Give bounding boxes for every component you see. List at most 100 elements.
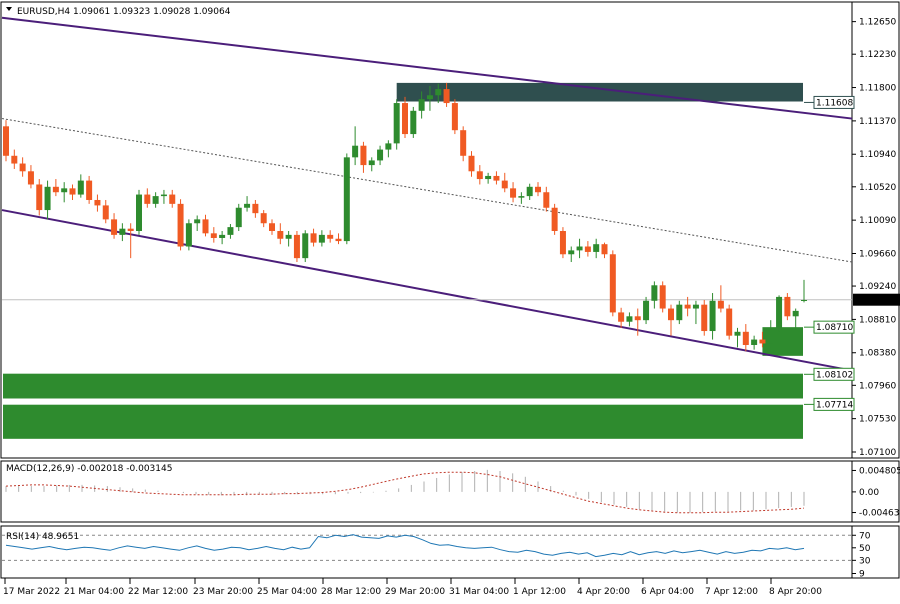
- time-tick-label: 6 Apr 04:00: [641, 587, 694, 597]
- time-tick-label: 31 Mar 04:00: [449, 587, 509, 597]
- candle-bear: [742, 331, 749, 345]
- candle-bear: [684, 304, 691, 309]
- candle-bull: [152, 196, 159, 204]
- candle-bear: [127, 228, 134, 231]
- candle-bull: [77, 180, 84, 195]
- price-tick-label: 1.10520: [859, 183, 896, 193]
- panel-frame: [0, 525, 900, 579]
- candle-bull: [235, 207, 242, 228]
- candle-bear: [69, 188, 76, 195]
- candle-bear: [784, 296, 791, 317]
- channel-midline: [1, 118, 853, 263]
- price-tick-label: 1.10090: [859, 216, 896, 226]
- candle-bull: [526, 186, 533, 197]
- time-tick-label: 4 Apr 20:00: [577, 587, 630, 597]
- candle-bull: [576, 246, 583, 251]
- rsi-tick-label: 9: [859, 569, 865, 579]
- candle-bull: [219, 234, 226, 238]
- candle-bear: [269, 223, 275, 231]
- candle-bear: [260, 213, 267, 224]
- candle-bear: [659, 285, 666, 309]
- time-tick-label: 7 Apr 12:00: [705, 587, 758, 597]
- candle-bear: [277, 231, 284, 239]
- demand-zone-2: [3, 373, 803, 399]
- rsi-tick-label: 70: [859, 531, 871, 541]
- candle-bear: [360, 145, 367, 166]
- candle-bull: [61, 188, 68, 193]
- price-tick-label: 1.08380: [859, 349, 896, 359]
- candle-bear: [36, 184, 43, 211]
- dropdown-arrow-icon: [6, 7, 12, 11]
- candle-bear: [535, 186, 541, 193]
- candle-bull: [194, 219, 201, 224]
- price-tick-label: 1.12650: [859, 18, 896, 28]
- candle-bear: [402, 103, 408, 135]
- candle-bull: [368, 160, 375, 166]
- candle-bear: [335, 238, 342, 242]
- demand-zone-3: [3, 404, 803, 439]
- candle-bear: [19, 163, 26, 172]
- candle-bear: [468, 155, 475, 172]
- price-tick-label: 1.11800: [859, 84, 896, 94]
- candle-bear: [668, 308, 674, 321]
- candle-bull: [651, 285, 658, 301]
- macd-tick-label: 0.004805: [859, 466, 900, 476]
- candle-bull: [160, 194, 167, 197]
- candle-bear: [102, 205, 109, 220]
- rsi-tick-label: 50: [859, 544, 871, 554]
- candle-bull: [119, 228, 126, 235]
- macd-panel[interactable]: 0.004805 0.00 -0.004634: [0, 460, 900, 523]
- candle-bear: [310, 233, 317, 243]
- candle-bear: [52, 186, 59, 193]
- candle-bear: [493, 175, 500, 181]
- candle-bear: [501, 180, 508, 189]
- rsi-panel[interactable]: 70 50 30 9: [0, 525, 900, 579]
- candle-bull: [626, 316, 633, 322]
- candle-bull: [767, 327, 774, 344]
- candle-bear: [460, 130, 467, 156]
- candle-bear: [177, 203, 184, 247]
- candle-bear: [11, 155, 18, 164]
- time-tick-label: 23 Mar 20:00: [193, 587, 253, 597]
- candle-bull: [318, 234, 325, 243]
- candle-bear: [726, 308, 733, 336]
- candle-bull: [751, 339, 758, 345]
- supply-zone-0: [396, 82, 803, 102]
- candle-bull: [485, 175, 492, 180]
- price-panel[interactable]: 1.12650 1.12230 1.11800 1.11370 1.10940 1.105…: [0, 1, 900, 459]
- candle-bull: [435, 89, 442, 96]
- time-tick-label: 8 Apr 20:00: [769, 587, 822, 597]
- candle-bear: [3, 126, 9, 156]
- candle-bear: [327, 234, 334, 239]
- macd-tick-label: -0.004634: [859, 509, 900, 519]
- candle-bear: [510, 188, 517, 198]
- price-tick-label: 1.11370: [859, 117, 896, 127]
- price-tick-label: 1.10940: [859, 150, 896, 160]
- candle-bear: [144, 194, 151, 204]
- candle-bull: [136, 194, 142, 231]
- price-tick-label: 1.07960: [859, 381, 896, 391]
- candle-bear: [759, 339, 766, 344]
- candle-bull: [792, 310, 799, 317]
- time-tick-label: 29 Mar 20:00: [385, 587, 445, 597]
- candle-bear: [94, 199, 101, 206]
- candle-bear: [618, 312, 625, 322]
- level-tag-label: 1.11608: [816, 98, 853, 108]
- level-tag-box: [813, 320, 855, 334]
- time-tick-label: 28 Mar 12:00: [321, 587, 381, 597]
- headers: EURUSD,H4 1.09061 1.09323 1.09028 1.0906…: [6, 7, 231, 542]
- candle-bull: [593, 244, 600, 252]
- time-tick-label: 22 Mar 12:00: [128, 587, 188, 597]
- candle-bear: [601, 244, 608, 255]
- candle-bear: [86, 180, 93, 200]
- rsi-tick-label: 30: [859, 556, 871, 566]
- candle-bull: [385, 143, 392, 150]
- level-tag-box: [813, 95, 855, 109]
- candle-bull: [418, 99, 425, 111]
- time-axis: 17 Mar 2022 21 Mar 04:00 22 Mar 12:00 23 Ma…: [3, 578, 822, 597]
- rsi-header: RSI(14) 48.9651: [6, 532, 79, 542]
- candle-bull: [518, 196, 525, 198]
- candle-bull: [776, 296, 783, 328]
- current-price-tag: [853, 293, 900, 306]
